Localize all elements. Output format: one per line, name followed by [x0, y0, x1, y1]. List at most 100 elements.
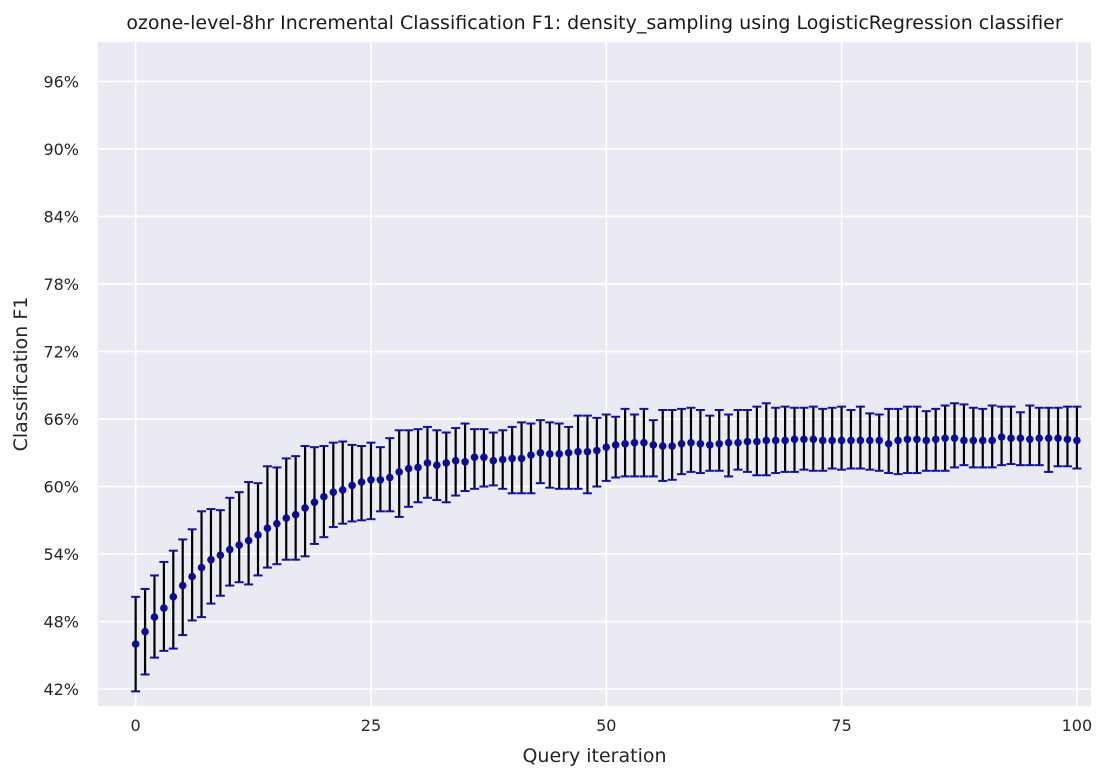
- y-tick-label: 66%: [43, 410, 79, 429]
- data-point: [461, 457, 469, 466]
- data-point: [480, 453, 488, 462]
- data-point: [771, 436, 780, 445]
- data-points: [131, 433, 1081, 648]
- data-point: [225, 545, 234, 554]
- data-point: [1007, 434, 1015, 442]
- data-point: [1016, 434, 1025, 442]
- data-point: [1063, 435, 1072, 444]
- data-point: [856, 436, 865, 445]
- data-point: [941, 434, 949, 442]
- data-point: [866, 436, 874, 445]
- data-point: [800, 435, 808, 444]
- data-point: [273, 519, 281, 528]
- data-point: [291, 510, 300, 519]
- data-point: [988, 436, 996, 445]
- data-point: [263, 524, 272, 532]
- data-point: [583, 447, 592, 456]
- data-point: [169, 593, 178, 601]
- data-point: [743, 437, 752, 446]
- data-point: [950, 434, 959, 442]
- data-point: [903, 435, 912, 444]
- data-point: [545, 450, 554, 458]
- data-point: [781, 436, 789, 445]
- data-point: [1054, 434, 1062, 442]
- data-point: [423, 459, 432, 467]
- data-point: [706, 441, 714, 449]
- y-tick-label: 42%: [43, 680, 79, 699]
- data-point: [385, 473, 394, 482]
- data-point: [564, 448, 573, 457]
- data-point: [348, 481, 356, 490]
- data-point: [649, 441, 658, 449]
- data-point: [640, 438, 648, 447]
- data-point: [574, 447, 582, 456]
- data-point: [969, 436, 978, 445]
- data-point: [593, 446, 601, 455]
- data-point: [960, 436, 968, 445]
- x-tick-label: 25: [361, 716, 381, 735]
- data-point: [602, 443, 611, 451]
- data-point: [451, 456, 460, 465]
- data-point: [517, 454, 526, 463]
- data-point: [376, 475, 385, 484]
- data-point: [320, 492, 328, 501]
- data-point: [282, 514, 291, 522]
- data-point: [837, 436, 846, 445]
- y-tick-label: 90%: [43, 140, 79, 159]
- data-point: [696, 439, 705, 448]
- y-tick-label: 72%: [43, 342, 79, 361]
- data-point: [1044, 434, 1053, 442]
- data-point: [978, 436, 987, 445]
- data-point: [611, 441, 620, 449]
- y-tick-label: 60%: [43, 478, 79, 497]
- data-point: [178, 581, 187, 590]
- x-axis-label: Query iteration: [522, 745, 666, 767]
- data-point: [357, 478, 366, 486]
- data-point: [367, 475, 375, 484]
- data-point: [1073, 436, 1081, 445]
- plot-area: [98, 42, 1091, 706]
- data-point: [809, 435, 818, 444]
- data-point: [818, 436, 827, 445]
- data-point: [828, 436, 836, 445]
- data-point: [658, 442, 667, 450]
- data-point: [207, 555, 215, 564]
- data-point: [188, 572, 196, 581]
- data-point: [329, 488, 338, 496]
- data-point: [141, 627, 149, 636]
- data-point: [724, 438, 733, 447]
- data-point: [433, 461, 441, 469]
- data-point: [668, 442, 676, 450]
- y-tick-label: 78%: [43, 275, 79, 294]
- y-tick-label: 48%: [43, 613, 79, 632]
- data-point: [527, 451, 535, 459]
- data-point: [762, 436, 771, 445]
- y-axis-ticks: 42% 48% 54% 60% 66% 72% 78% 84% 90% 96%: [43, 72, 79, 699]
- x-tick-label: 75: [831, 716, 851, 735]
- x-tick-label: 100: [1062, 716, 1093, 735]
- data-point: [1026, 435, 1034, 444]
- data-point: [395, 468, 403, 476]
- data-point: [875, 436, 884, 445]
- data-point: [734, 438, 742, 447]
- data-point: [442, 459, 451, 467]
- data-point: [235, 541, 243, 549]
- data-point: [630, 438, 639, 447]
- data-point: [414, 463, 422, 472]
- data-point: [621, 439, 629, 448]
- data-point: [508, 454, 516, 463]
- y-tick-label: 84%: [43, 207, 79, 226]
- data-point: [1035, 434, 1044, 442]
- data-point: [216, 551, 225, 559]
- data-point: [244, 536, 253, 545]
- data-point: [931, 435, 940, 444]
- data-point: [913, 435, 921, 444]
- data-point: [922, 436, 931, 445]
- data-point: [160, 604, 168, 612]
- data-point: [884, 439, 893, 448]
- data-point: [753, 437, 761, 446]
- data-point: [301, 504, 309, 512]
- data-point: [131, 640, 140, 648]
- data-point: [555, 450, 564, 458]
- data-point: [790, 435, 799, 444]
